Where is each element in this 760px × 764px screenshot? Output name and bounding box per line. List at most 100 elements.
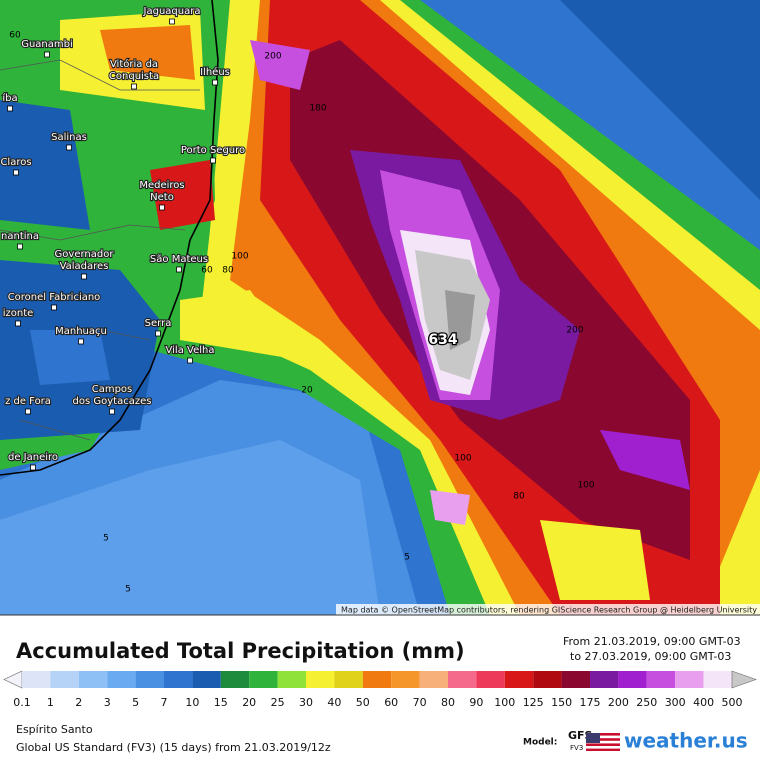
city-dot — [51, 304, 57, 311]
city-dot — [30, 464, 36, 471]
colorbar-swatch — [334, 671, 363, 688]
colorbar-swatch — [675, 671, 704, 688]
colorbar-label: 1 — [47, 696, 54, 709]
city-label: dos Goytacazes — [73, 396, 152, 407]
city-label: íba — [2, 92, 17, 104]
city-label: Claros — [0, 157, 31, 168]
us-flag — [586, 733, 620, 751]
colorbar-label: 150 — [551, 696, 572, 709]
city-dot — [131, 83, 137, 90]
colorbar-arrow — [731, 670, 757, 689]
colorbar-swatch — [561, 671, 590, 688]
contour-label: 200 — [566, 326, 583, 336]
colorbar-label: 90 — [469, 696, 483, 709]
colorbar-label: 50 — [356, 696, 370, 709]
contour-label: 60 — [9, 31, 21, 41]
colorbar-swatch — [107, 671, 136, 688]
colorbar-label: 500 — [722, 696, 743, 709]
city-dot — [7, 105, 13, 112]
city-dot — [66, 144, 72, 151]
city-dot — [210, 157, 216, 164]
model-label: Model: — [523, 738, 557, 748]
map: Map data © OpenStreetMap contributors, r… — [0, 0, 760, 615]
city-label: de Janeiro — [8, 452, 58, 463]
colorbar-label: 2 — [75, 696, 82, 709]
attribution: Map data © OpenStreetMap contributors, r… — [341, 606, 757, 615]
colorbar-label: 3 — [104, 696, 111, 709]
colorbar-swatch — [419, 671, 448, 688]
city-label: Medeiros — [139, 180, 184, 191]
city-label: Campos — [92, 384, 133, 395]
contour-label: 180 — [309, 104, 326, 114]
colorbar-label: 60 — [384, 696, 398, 709]
colorbar: 0.1 1 2 3 5 7 10 15 20 25 30 40 50 60 70 80 90 100 125 150 1… — [3, 670, 757, 709]
city-label: Conquista — [109, 71, 159, 82]
region: Espírito Santo — [16, 723, 93, 736]
city-dot — [44, 51, 50, 58]
colorbar-label: 400 — [693, 696, 714, 709]
city-label: nantina — [1, 231, 39, 242]
colorbar-label: 250 — [636, 696, 657, 709]
contour-label: 100 — [454, 454, 471, 464]
city-dot — [25, 408, 31, 415]
colorbar-label: 20 — [242, 696, 256, 709]
colorbar-label: 10 — [185, 696, 199, 709]
city-label: Valadares — [60, 261, 109, 272]
contour-labels: 60 200 180 100 80 60 200 20 100 80 100 5 5 5 — [9, 31, 595, 595]
city-label: Vila Velha — [166, 345, 215, 356]
colorbar-swatch — [618, 671, 647, 688]
city-label: Guanambi — [21, 39, 73, 50]
colorbar-swatch — [22, 671, 51, 688]
colorbar-swatch — [646, 671, 676, 688]
city-dot — [81, 273, 87, 280]
city-dot — [187, 357, 193, 364]
city-dot — [155, 330, 161, 337]
contour-label: 20 — [301, 386, 313, 396]
colorbar-label: 100 — [494, 696, 515, 709]
city-label: z de Fora — [5, 396, 51, 407]
city-label: Jaguaquara — [143, 6, 201, 17]
city-dot — [212, 79, 218, 86]
contour-label: 80 — [513, 492, 525, 502]
city-label: Manhuaçu — [55, 326, 107, 337]
colorbar-label: 40 — [327, 696, 341, 709]
date-from: From 21.03.2019, 09:00 GMT-03 — [563, 635, 741, 648]
colorbar-swatch — [391, 671, 420, 688]
city-dot — [78, 338, 84, 345]
colorbar-swatch — [590, 671, 619, 688]
colorbar-swatch — [220, 671, 250, 688]
colorbar-label: 175 — [580, 696, 601, 709]
colorbar-arrow — [3, 670, 23, 689]
contour-label: 200 — [264, 52, 281, 62]
colorbar-label: 80 — [441, 696, 455, 709]
city-label: São Mateus — [150, 254, 208, 265]
colorbar-swatch — [476, 671, 505, 688]
colorbar-label: 200 — [608, 696, 629, 709]
contour-label: 5 — [404, 553, 410, 563]
model-run: Global US Standard (FV3) (15 days) from … — [16, 741, 331, 754]
colorbar-label: 25 — [271, 696, 285, 709]
city-label: Porto Seguro — [181, 145, 245, 156]
city-label: Serra — [145, 318, 172, 329]
city-dot — [17, 243, 23, 250]
colorbar-swatch — [533, 671, 562, 688]
colorbar-label: 300 — [665, 696, 686, 709]
colorbar-swatch — [135, 671, 164, 688]
date-to: to 27.03.2019, 09:00 GMT-03 — [570, 650, 731, 663]
colorbar-swatch — [277, 671, 306, 688]
city-label: Ilhéus — [200, 66, 230, 78]
colorbar-label: 70 — [413, 696, 427, 709]
city-label: Neto — [150, 192, 174, 203]
contour-label: 5 — [103, 534, 109, 544]
colorbar-swatch — [306, 671, 335, 688]
brand: weather.us — [624, 729, 748, 753]
city-dot — [169, 18, 175, 25]
colorbar-swatch — [448, 671, 477, 688]
contour-label: 80 — [222, 266, 234, 276]
colorbar-label: 0.1 — [13, 696, 31, 709]
colorbar-swatch — [78, 671, 108, 688]
colorbar-swatch — [362, 671, 392, 688]
city-dot — [109, 408, 115, 415]
contour-label: 5 — [125, 585, 131, 595]
